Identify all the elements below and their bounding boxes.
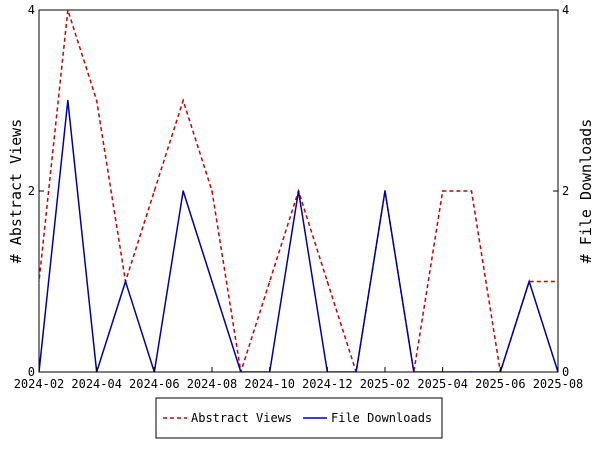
x-tick-label: 2025-06 xyxy=(475,377,526,391)
x-tick-label: 2024-12 xyxy=(302,377,353,391)
data-point-file-downloads-2025-07 xyxy=(528,280,530,283)
x-tick-label: 2025-04 xyxy=(417,377,468,391)
data-point-abstract-views-2024-01 xyxy=(9,371,11,373)
data-point-file-downloads-2025-03 xyxy=(413,371,415,372)
y-axis-right-title: # File Downloads xyxy=(577,119,595,264)
data-point-file-downloads-2024-11 xyxy=(297,190,300,192)
x-tick-label: 2024-10 xyxy=(244,377,295,391)
legend-box xyxy=(155,397,443,439)
data-point-abstract-views-2025-04 xyxy=(441,190,444,192)
data-point-abstract-views-2024-06 xyxy=(153,190,156,192)
y-left-tick-label: 4 xyxy=(28,3,35,17)
data-point-file-downloads-2025-01 xyxy=(355,371,357,372)
x-tick-label: 2025-08 xyxy=(533,377,584,391)
y-axis-left-title: # Abstract Views xyxy=(7,119,25,264)
data-point-abstract-views-2024-04 xyxy=(95,99,98,102)
data-point-abstract-views-2024-03 xyxy=(67,10,69,11)
data-point-file-downloads-2024-07 xyxy=(182,190,184,192)
data-point-file-downloads-2024-01 xyxy=(9,371,11,373)
data-point-abstract-views-2024-12 xyxy=(326,280,329,283)
y-right-tick-label: 4 xyxy=(562,3,569,17)
y-right-tick-label: 0 xyxy=(562,365,569,379)
data-point-file-downloads-2024-03 xyxy=(67,99,69,102)
series-layer xyxy=(9,10,558,373)
x-tick-label: 2024-04 xyxy=(71,377,122,391)
series-line-file-downloads xyxy=(39,100,558,372)
data-point-abstract-views-2024-02 xyxy=(39,280,40,283)
x-tick-label: 2024-02 xyxy=(14,377,65,391)
data-point-abstract-views-2025-05 xyxy=(470,190,473,192)
x-tick-label: 2024-06 xyxy=(129,377,180,391)
y-left-tick-label: 2 xyxy=(28,184,35,198)
data-point-abstract-views-2024-07 xyxy=(182,99,184,102)
data-point-file-downloads-2025-02 xyxy=(384,190,386,192)
data-point-file-downloads-2024-05 xyxy=(124,280,127,283)
data-point-file-downloads-2024-08 xyxy=(211,280,213,283)
legend-label-abstract-views: Abstract Views xyxy=(191,411,292,425)
data-point-abstract-views-2025-08 xyxy=(557,280,558,283)
data-point-abstract-views-2024-08 xyxy=(211,190,213,192)
y-left-tick-label: 0 xyxy=(28,365,35,379)
legend-label-file-downloads: File Downloads xyxy=(331,411,432,425)
data-point-file-downloads-2025-05 xyxy=(470,371,473,372)
tick-layer: 2024-02 2024-04 2024-06 2024-08 2024-10 2024-… xyxy=(14,3,584,391)
data-point-file-downloads-2024-09 xyxy=(240,371,242,372)
legend: Abstract Views File Downloads xyxy=(155,397,443,439)
x-tick-label: 2024-08 xyxy=(187,377,238,391)
x-tick-label: 2025-02 xyxy=(360,377,411,391)
y-right-tick-label: 2 xyxy=(562,184,569,198)
series-line-abstract-views xyxy=(39,10,558,372)
data-point-abstract-views-2024-10 xyxy=(268,280,271,283)
